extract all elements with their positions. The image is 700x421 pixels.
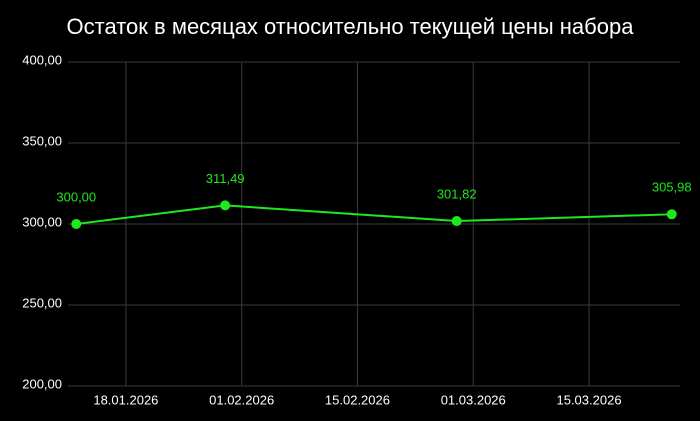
data-label: 300,00	[56, 189, 96, 204]
data-point	[220, 200, 231, 211]
data-line	[76, 204, 672, 225]
y-tick-label: 350,00	[22, 133, 62, 148]
x-tick-label: 15.02.2026	[325, 392, 390, 407]
data-point	[71, 219, 82, 229]
x-tick-label: 01.02.2026	[209, 392, 274, 407]
data-label: 301,82	[437, 186, 477, 201]
y-tick-label: 250,00	[22, 295, 62, 310]
x-tick-label: 18.01.2026	[93, 392, 158, 407]
data-label: 311,49	[206, 171, 245, 186]
y-tick-label: 300,00	[22, 214, 62, 229]
chart-title: Остаток в месяцах относительно текущей ц…	[67, 14, 635, 39]
y-tick-label: 400,00	[22, 52, 62, 67]
x-tick-label: 01.03.2026	[441, 392, 506, 407]
data-point	[451, 216, 462, 227]
data-point	[666, 209, 677, 220]
x-tick-label: 15.03.2026	[556, 392, 621, 407]
y-tick-label: 200,00	[22, 376, 62, 391]
data-label: 305,98	[652, 180, 692, 195]
